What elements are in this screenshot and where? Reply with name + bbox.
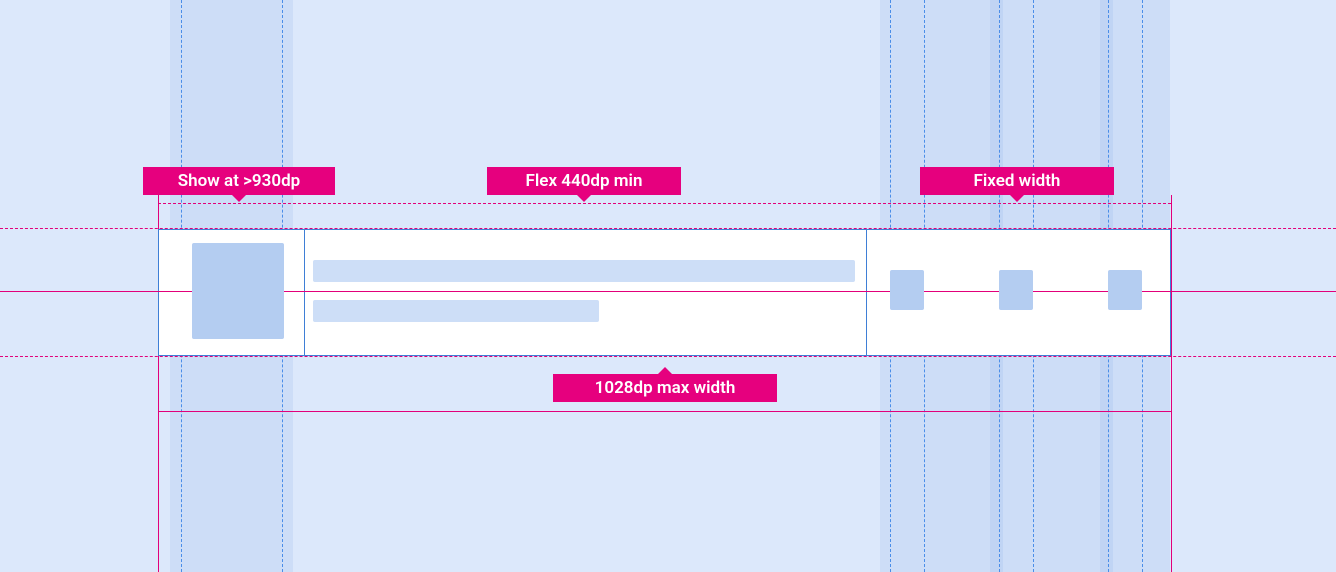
annotation-left-region: Show at >930dp	[143, 167, 335, 195]
diagram-stage: Show at >930dp Flex 440dp min Fixed widt…	[0, 0, 1336, 572]
guide-horizontal-solid-below	[158, 411, 1171, 412]
annotation-label: Show at >930dp	[178, 171, 300, 191]
annotation-label: Flex 440dp min	[526, 171, 643, 191]
annotation-right-region: Fixed width	[920, 167, 1114, 195]
guide-horizontal-dash	[0, 356, 1336, 357]
guide-vertical-solid-right	[1171, 195, 1172, 572]
placeholder-text-line	[313, 260, 855, 282]
annotation-middle-region: Flex 440dp min	[487, 167, 681, 195]
annotation-max-width: 1028dp max width	[553, 374, 777, 402]
placeholder-action	[999, 270, 1033, 310]
annotation-label: Fixed width	[974, 171, 1061, 191]
placeholder-action	[1108, 270, 1142, 310]
placeholder-action	[890, 270, 924, 310]
annotation-label: 1028dp max width	[595, 378, 736, 398]
guide-horizontal-dash-seg	[158, 203, 1171, 204]
placeholder-thumbnail	[192, 243, 284, 339]
section-divider-right	[866, 230, 867, 355]
placeholder-text-line	[313, 300, 599, 322]
section-divider-left	[304, 230, 305, 355]
